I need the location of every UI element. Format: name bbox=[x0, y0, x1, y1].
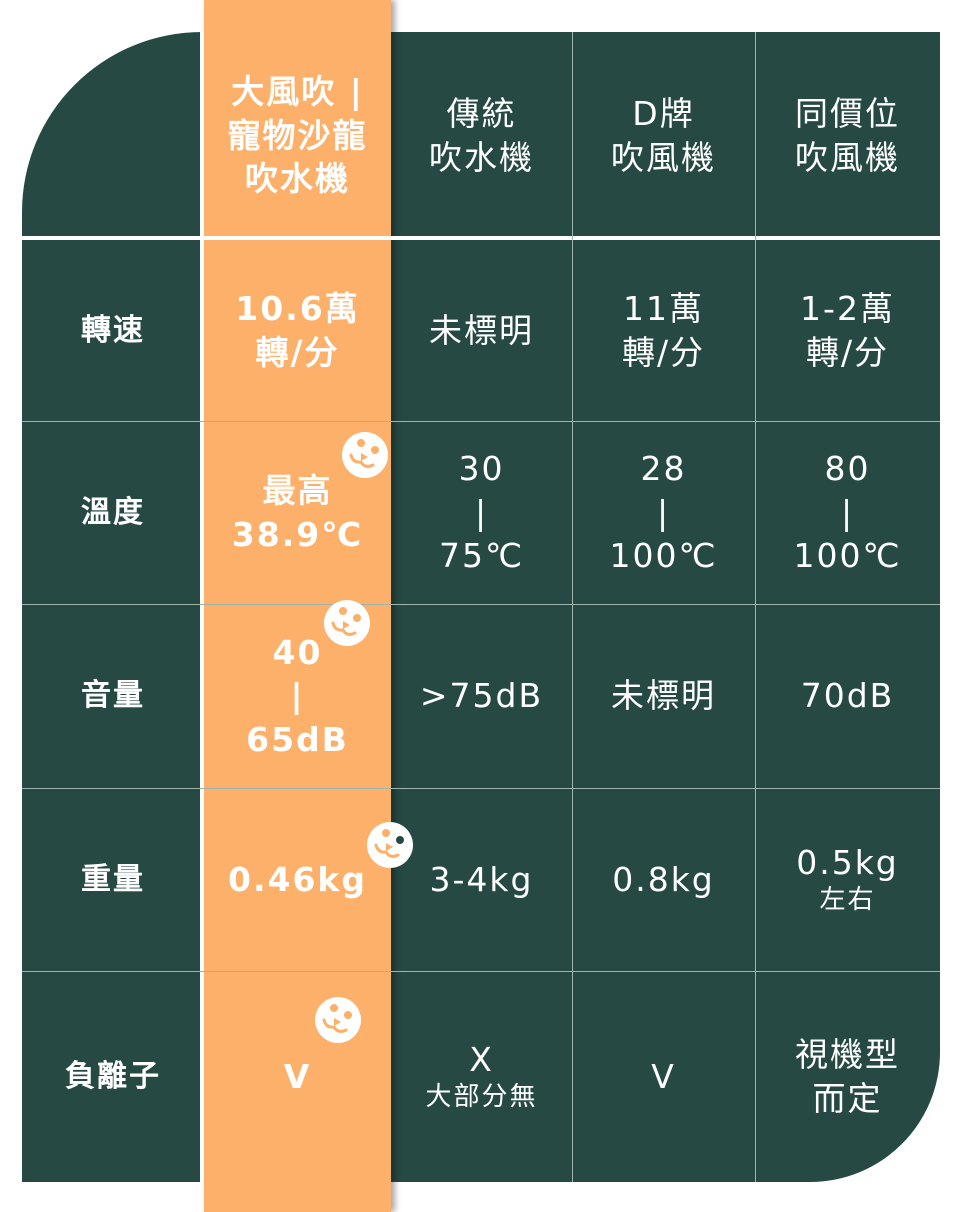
cell-line: 40 bbox=[272, 632, 323, 672]
table-cell: 未標明 bbox=[391, 240, 572, 421]
cell-line: 0.5kg bbox=[796, 842, 899, 882]
cell-line: 65dB bbox=[246, 719, 349, 759]
cell-line: 寵物沙龍 bbox=[227, 115, 368, 155]
comparison-table-background bbox=[22, 32, 940, 1182]
header-cell: 同價位 吹風機 bbox=[755, 32, 940, 240]
dog-face-icon bbox=[323, 599, 371, 647]
row-label: 轉速 bbox=[81, 312, 145, 348]
cell-line: 未標明 bbox=[429, 310, 534, 350]
cell-line: 100℃ bbox=[793, 536, 902, 576]
header-cell: D牌吹風機 bbox=[572, 32, 755, 240]
row-divider bbox=[22, 421, 940, 422]
cell-line: 70dB bbox=[800, 676, 895, 716]
dog-face-icon bbox=[366, 821, 414, 869]
row-label: 溫度 bbox=[81, 494, 145, 530]
cell-line: 30 bbox=[458, 449, 505, 489]
table-cell: 28 | 100℃ bbox=[572, 421, 755, 604]
table-cell: 80 | 100℃ bbox=[755, 421, 940, 604]
cell-line: V bbox=[283, 1056, 312, 1096]
table-cell: 0.5kg 左右 bbox=[755, 788, 940, 971]
cell-line: 28 bbox=[640, 449, 687, 489]
cell-line: 視機型 bbox=[795, 1034, 900, 1074]
cell-line: 0.46kg bbox=[228, 859, 367, 899]
table-cell: 1-2萬 轉/分 bbox=[755, 240, 940, 421]
cell-line: 吹水機 bbox=[245, 159, 350, 199]
cell-line: | bbox=[840, 492, 855, 532]
table-cell: 3-4kg bbox=[391, 788, 572, 971]
dog-face-icon bbox=[314, 996, 362, 1044]
table-cell: X 大部分無 bbox=[391, 971, 572, 1182]
cell-line: | bbox=[474, 492, 489, 532]
cell-line: 傳統 bbox=[446, 94, 517, 134]
cell-subtext: 左右 bbox=[819, 885, 876, 916]
row-label: 音量 bbox=[81, 678, 145, 714]
cell-line: 而定 bbox=[812, 1078, 883, 1118]
cell-line: 3-4kg bbox=[429, 859, 534, 899]
dog-face-icon bbox=[341, 431, 389, 479]
cell-line: | bbox=[656, 492, 671, 532]
table-cell: 最高 38.9℃ bbox=[204, 421, 391, 604]
table-cell: 未標明 bbox=[572, 604, 755, 788]
table-cell: 0.8kg bbox=[572, 788, 755, 971]
table-cell: 40 | 65dB bbox=[204, 604, 391, 788]
cell-line: 1-2萬 bbox=[800, 288, 895, 328]
cell-line: 10.6萬 bbox=[235, 288, 360, 328]
table-cell: 10.6萬 轉/分 bbox=[204, 240, 391, 421]
table-cell: 0.46kg bbox=[204, 788, 391, 971]
cell-line: 最高 bbox=[262, 470, 333, 510]
cell-line: | bbox=[290, 676, 305, 716]
cell-line: 轉/分 bbox=[805, 332, 890, 372]
cell-line: 80 bbox=[824, 449, 871, 489]
cell-line: V bbox=[651, 1056, 676, 1096]
row-divider bbox=[22, 788, 940, 789]
cell-line: >75dB bbox=[419, 676, 544, 716]
row-label: 負離子 bbox=[65, 1058, 161, 1094]
cell-line: 吹風機 bbox=[611, 138, 716, 177]
row-divider bbox=[22, 604, 940, 605]
header-divider bbox=[22, 236, 940, 240]
cell-line: 轉/分 bbox=[621, 332, 706, 372]
cell-subtext: 大部分無 bbox=[425, 1082, 538, 1113]
cell-line: 0.8kg bbox=[612, 859, 715, 899]
header-cell: 傳統 吹水機 bbox=[391, 32, 572, 240]
cell-line: 38.9℃ bbox=[231, 514, 364, 554]
cell-line: 同價位 bbox=[795, 94, 900, 134]
column-divider bbox=[572, 32, 573, 1182]
table-cell: 70dB bbox=[755, 604, 940, 788]
row-label: 重量 bbox=[81, 861, 145, 897]
cell-line: 吹風機 bbox=[795, 138, 900, 177]
label-column-divider bbox=[200, 32, 204, 1182]
cell-line: 未標明 bbox=[611, 676, 716, 716]
table-cell: >75dB bbox=[391, 604, 572, 788]
column-divider bbox=[755, 32, 756, 1182]
cell-line: 11萬 bbox=[623, 288, 704, 328]
cell-line: D牌 bbox=[632, 94, 695, 134]
cell-line: 大風吹 | bbox=[231, 72, 364, 111]
table-cell: 視機型 而定 bbox=[755, 971, 940, 1182]
cell-line: 轉/分 bbox=[255, 332, 340, 372]
header-cell: 大風吹 | 寵物沙龍 吹水機 bbox=[204, 32, 391, 240]
cell-line: 吹水機 bbox=[429, 138, 534, 177]
cell-line: 100℃ bbox=[609, 536, 718, 576]
row-divider bbox=[22, 971, 940, 972]
cell-line: X bbox=[469, 1039, 494, 1079]
cell-line: 75℃ bbox=[438, 536, 525, 576]
table-cell: 30 | 75℃ bbox=[391, 421, 572, 604]
table-cell: V bbox=[204, 971, 391, 1182]
table-cell: V bbox=[572, 971, 755, 1182]
table-cell: 11萬 轉/分 bbox=[572, 240, 755, 421]
